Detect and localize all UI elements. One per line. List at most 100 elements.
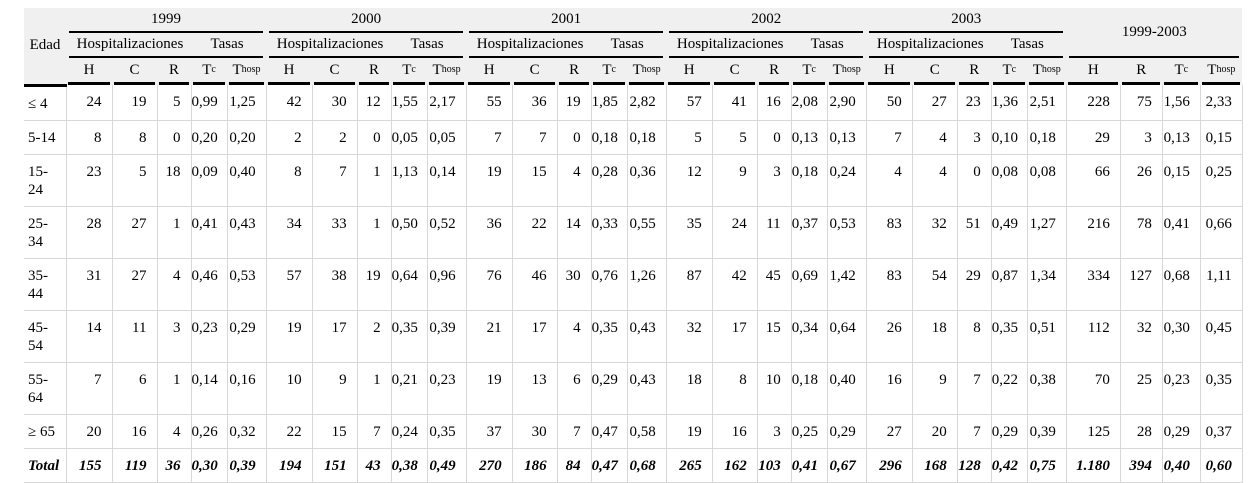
- letter-subscript: hosp: [241, 64, 261, 75]
- data-cell: 168: [912, 448, 958, 483]
- data-cell: 7: [512, 120, 558, 155]
- data-cell: 0,33: [591, 206, 628, 259]
- data-cell: 28: [66, 206, 113, 259]
- col-header-h: H: [866, 58, 913, 85]
- tasas-group-header: Tasas: [591, 33, 667, 58]
- data-cell: 7: [957, 362, 992, 415]
- data-cell: 37: [466, 414, 513, 449]
- data-cell: 15: [312, 414, 358, 449]
- data-cell: 0,35: [391, 310, 428, 363]
- data-cell: 265: [666, 448, 713, 483]
- hosp-group-header: Hospitalizaciones: [466, 33, 592, 58]
- data-cell: 151: [312, 448, 358, 483]
- data-cell: 27: [912, 85, 958, 121]
- data-cell: 2: [357, 310, 392, 363]
- row-label: Total: [24, 448, 67, 483]
- data-cell: 1: [157, 362, 192, 415]
- data-cell: 23: [66, 154, 113, 207]
- data-cell: 0,35: [991, 310, 1028, 363]
- data-cell: 0,32: [227, 414, 267, 449]
- row-label: ≥ 65: [24, 414, 67, 449]
- data-cell: 19: [357, 258, 392, 311]
- data-cell: 0,15: [1162, 154, 1201, 207]
- data-cell: 119: [112, 448, 158, 483]
- year-header-row: Edad 1999 2000 2001 2002 2003 1999-2003: [24, 8, 1243, 87]
- data-cell: 36: [466, 206, 513, 259]
- data-cell: 0,76: [591, 258, 628, 311]
- data-cell: 0,41: [191, 206, 228, 259]
- data-cell: 194: [266, 448, 313, 483]
- data-cell: 0,40: [827, 362, 867, 415]
- data-cell: 155: [66, 448, 113, 483]
- data-cell: 0,13: [1162, 120, 1201, 155]
- data-cell: 0,49: [427, 448, 467, 483]
- col-header-c: C: [912, 58, 958, 85]
- data-cell: 0,28: [591, 154, 628, 207]
- data-cell: 0,42: [991, 448, 1028, 483]
- hosp-group-header: Hospitalizaciones: [266, 33, 392, 58]
- data-cell: 83: [866, 206, 913, 259]
- year-header-2002: 2002: [666, 8, 867, 33]
- data-cell: 78: [1120, 206, 1163, 259]
- data-cell: 42: [266, 85, 313, 121]
- table-row: ≥ 65 20 16 4 0,26 0,32 22 15 7 0,24 0,35 37 30 7 0,47 0…: [24, 414, 1243, 449]
- letter-subscript: hosp: [1216, 64, 1236, 75]
- data-cell: 18: [666, 362, 713, 415]
- data-cell: 0,68: [1162, 258, 1201, 311]
- data-cell: 0,14: [191, 362, 228, 415]
- data-cell: 31: [66, 258, 113, 311]
- data-cell: 2,08: [791, 85, 828, 121]
- letter-base: T: [802, 61, 812, 78]
- data-cell: 0,68: [627, 448, 667, 483]
- tasas-group-label: Tasas: [1010, 36, 1044, 52]
- col-header-h: H: [266, 58, 313, 85]
- data-cell: 0,96: [427, 258, 467, 311]
- data-cell: 1: [357, 154, 392, 207]
- data-cell: 0,39: [227, 448, 267, 483]
- year-label: 2000: [351, 11, 382, 27]
- col-header-h: H: [1066, 58, 1121, 85]
- data-cell: 43: [357, 448, 392, 483]
- data-cell: 27: [866, 414, 913, 449]
- data-cell: 0,39: [427, 310, 467, 363]
- letter-subscript: c: [1183, 64, 1189, 75]
- tasas-group-label: Tasas: [610, 36, 644, 52]
- data-cell: 0,29: [591, 362, 628, 415]
- data-cell: 0,18: [1027, 120, 1067, 155]
- letter-subscript: hosp: [1041, 64, 1061, 75]
- letter-base: T: [1207, 61, 1217, 78]
- data-cell: 0,08: [991, 154, 1028, 207]
- data-cell: 16: [712, 414, 758, 449]
- data-cell: 1,85: [591, 85, 628, 121]
- data-cell: 46: [512, 258, 558, 311]
- data-cell: 19: [557, 85, 592, 121]
- col-header-r: R: [1120, 58, 1163, 85]
- col-header-r: R: [357, 58, 392, 85]
- letter-subscript: hosp: [841, 64, 861, 75]
- data-cell: 1,27: [1027, 206, 1067, 259]
- letter-base: C: [929, 61, 940, 78]
- data-cell: 10: [757, 362, 792, 415]
- data-cell: 2,17: [427, 85, 467, 121]
- tasas-group-header: Tasas: [391, 33, 467, 58]
- data-cell: 24: [712, 206, 758, 259]
- hosp-group-header: Hospitalizaciones: [66, 33, 191, 58]
- col-header-c: C: [512, 58, 558, 85]
- hosp-group-label: Hospitalizaciones: [676, 36, 784, 52]
- data-cell: 0,30: [1162, 310, 1201, 363]
- period-header: 1999-2003: [1066, 8, 1243, 58]
- tasas-group-label: Tasas: [810, 36, 844, 52]
- data-cell: 0,41: [1162, 206, 1201, 259]
- letter-base: C: [729, 61, 740, 78]
- data-cell: 22: [512, 206, 558, 259]
- col-header-c: C: [712, 58, 758, 85]
- data-cell: 32: [666, 310, 713, 363]
- data-cell: 16: [866, 362, 913, 415]
- data-cell: 0,23: [1162, 362, 1201, 415]
- data-cell: 0,30: [191, 448, 228, 483]
